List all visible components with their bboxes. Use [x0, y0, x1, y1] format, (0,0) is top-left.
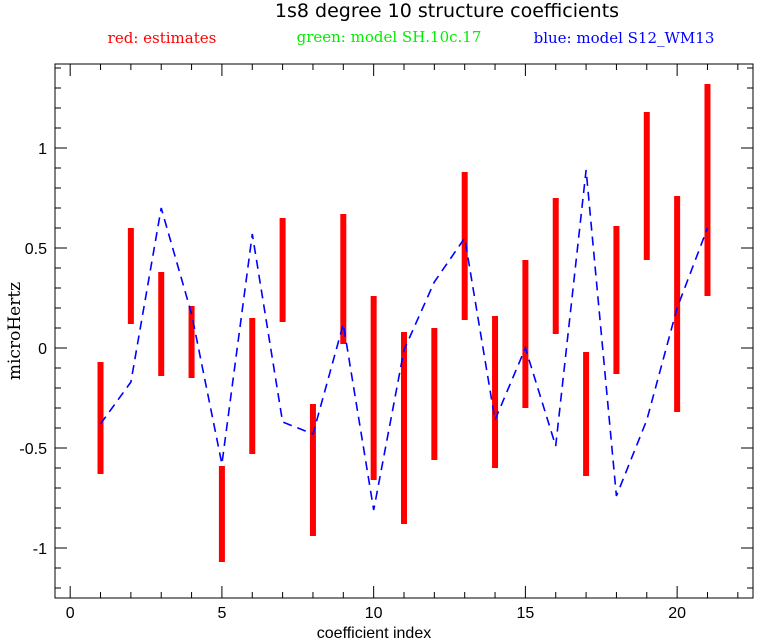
y-tick-label: 0 — [38, 341, 47, 358]
y-tick-label: -0.5 — [19, 441, 47, 458]
model-s12wm13-series — [99, 169, 709, 511]
tick-labels: 0 5 10 15 20 -1 -0.5 0 0.5 1 — [19, 141, 686, 622]
chart-title: 1s8 degree 10 structure coefficients — [275, 0, 619, 22]
y-axis-label: microHertz — [5, 282, 25, 380]
y-tick-label: -1 — [33, 541, 47, 558]
estimates-series — [97, 84, 711, 562]
legend-model-s12wm13: blue: model S12_WM13 — [534, 29, 715, 47]
x-tick-label: 5 — [217, 605, 226, 622]
x-tick-label: 15 — [516, 605, 534, 622]
model-line — [99, 169, 709, 511]
y-tick-label: 1 — [38, 141, 47, 158]
x-axis-label: coefficient index — [317, 625, 431, 641]
x-tick-label: 10 — [365, 605, 383, 622]
legend-model-sh10c17: green: model SH.10c.17 — [297, 28, 482, 46]
x-tick-label: 0 — [66, 605, 75, 622]
x-tick-label: 20 — [668, 605, 686, 622]
y-tick-label: 0.5 — [25, 241, 47, 258]
legend-estimates: red: estimates — [108, 29, 217, 47]
axis-ticks — [55, 64, 753, 598]
